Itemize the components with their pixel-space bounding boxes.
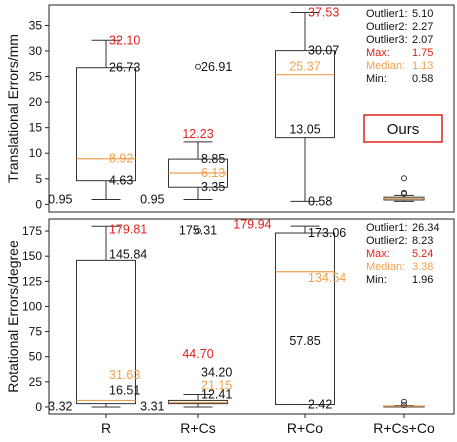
- stat-value: 26.34: [412, 222, 440, 234]
- x-tick-label: R+Cs+Co: [373, 420, 435, 436]
- outlier-point: [401, 401, 407, 408]
- stat-label: Outlier2:: [366, 235, 408, 247]
- value-label: 4.63: [109, 174, 133, 188]
- x-tick-label: R: [101, 420, 111, 436]
- value-label: 2.42: [308, 398, 332, 412]
- y-tick-label: 150: [22, 249, 42, 263]
- value-label: 13.05: [289, 123, 320, 137]
- value-label: 134.54: [308, 271, 346, 285]
- chart-panel-1: 0 5 10 15 20 25 30 35 Translational Errors/mm 32.…: [5, 4, 455, 213]
- value-label: 3.32: [48, 399, 72, 413]
- value-label: 175.31: [179, 224, 217, 238]
- box: [275, 232, 335, 406]
- value-label: 12.41: [201, 387, 232, 401]
- y-tick-label: 25: [29, 375, 43, 389]
- stat-label: Min:: [366, 73, 387, 85]
- y-tick-label: 75: [29, 325, 43, 339]
- ours-badge: [363, 114, 443, 143]
- stat-value: 0.58: [412, 73, 433, 85]
- y-tick-label: 50: [29, 350, 43, 364]
- y-tick-label: 10: [29, 146, 43, 160]
- value-label: 3.35: [201, 180, 225, 194]
- y-tick-label: 35: [29, 18, 43, 32]
- outlier-point: [401, 190, 407, 197]
- stat-label: Max:: [366, 248, 390, 260]
- stat-value: 3.38: [412, 261, 433, 273]
- stat-value: 5.24: [412, 248, 433, 260]
- value-label: 3.31: [140, 399, 164, 413]
- stat-label: Outlier2:: [366, 21, 408, 33]
- plot-frame: [48, 218, 455, 415]
- y-tick-label: 15: [29, 121, 43, 135]
- value-label: 57.85: [289, 334, 320, 348]
- y-tick-label: 125: [22, 274, 42, 288]
- value-label: 0.95: [48, 192, 72, 206]
- value-label: 173.06: [308, 226, 346, 240]
- box: [275, 50, 335, 139]
- value-label: 34.20: [201, 366, 232, 380]
- y-axis-label: Translational Errors/mm: [5, 34, 21, 183]
- value-label: 26.91: [201, 60, 232, 74]
- value-label: 145.84: [109, 248, 147, 262]
- stat-label: Min:: [366, 274, 387, 286]
- stat-label: Outlier1:: [366, 222, 408, 234]
- box: [76, 259, 136, 405]
- value-label: 25.37: [289, 60, 320, 74]
- x-tick-label: R+Co: [287, 420, 323, 436]
- y-tick-label: 0: [35, 197, 42, 211]
- value-label: 0.58: [308, 194, 332, 208]
- stat-label: Median:: [366, 60, 405, 72]
- outlier-point: [401, 175, 407, 182]
- value-label: 8.85: [201, 152, 225, 166]
- outlier-point: [195, 227, 201, 234]
- y-tick-label: 100: [22, 299, 42, 313]
- y-tick-label: 20: [29, 95, 43, 109]
- value-label: 179.81: [109, 223, 147, 237]
- value-label: 21.15: [201, 379, 232, 393]
- stat-value: 8.23: [412, 235, 433, 247]
- plot-frame: [48, 4, 455, 213]
- stat-value: 1.96: [412, 274, 433, 286]
- stat-label: Outlier1:: [366, 8, 408, 20]
- ours-badge-label: Ours: [387, 121, 420, 138]
- value-label: 8.92: [109, 152, 133, 166]
- stat-value: 5.10: [412, 8, 433, 20]
- stat-label: Outlier3:: [366, 34, 408, 46]
- y-tick-label: 0: [35, 400, 42, 414]
- value-label: 179.94: [233, 218, 271, 232]
- x-tick-label: R+Cs: [180, 420, 215, 436]
- stat-label: Max:: [366, 47, 390, 59]
- value-label: 30.07: [308, 44, 339, 58]
- y-axis-label: Rotational Errors/degree: [5, 240, 21, 393]
- stat-value: 1.75: [412, 47, 433, 59]
- value-label: 44.70: [182, 347, 213, 361]
- y-tick-label: 5: [35, 172, 42, 186]
- box: [76, 67, 136, 182]
- stat-value: 2.27: [412, 21, 433, 33]
- value-label: 37.53: [308, 6, 339, 20]
- stat-value: 1.13: [412, 60, 433, 72]
- y-tick-label: 30: [29, 44, 43, 58]
- value-label: 26.73: [109, 61, 140, 75]
- value-label: 32.10: [109, 33, 140, 47]
- value-label: 6.13: [201, 166, 225, 180]
- y-tick-label: 175: [22, 224, 42, 238]
- outlier-point: [195, 63, 201, 70]
- value-label: 12.23: [182, 127, 213, 141]
- stat-value: 2.07: [412, 34, 433, 46]
- value-label: 16.51: [109, 383, 140, 397]
- stat-label: Median:: [366, 261, 405, 273]
- value-label: 0.95: [140, 192, 164, 206]
- value-label: 31.63: [109, 368, 140, 382]
- y-tick-label: 25: [29, 70, 43, 84]
- outlier-point: [401, 398, 407, 405]
